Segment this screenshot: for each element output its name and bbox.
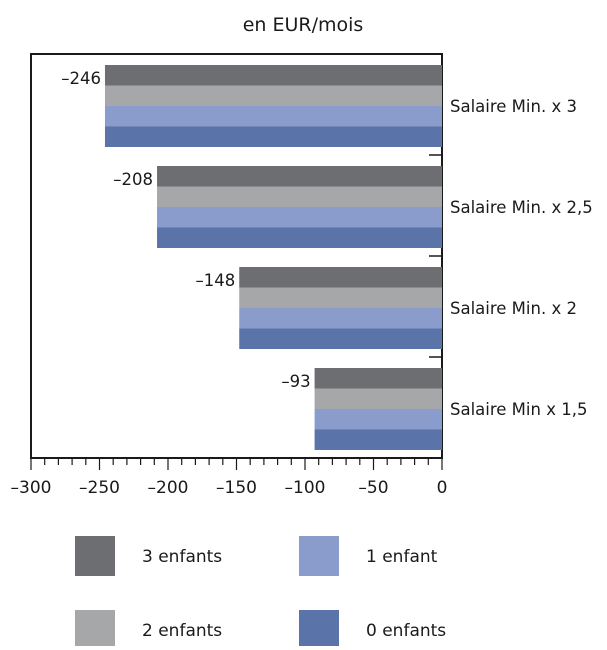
category-label: Salaire Min. x 2,5 xyxy=(450,198,593,217)
bar-1-0 xyxy=(104,85,442,106)
legend-swatch xyxy=(299,536,339,576)
bar-1-3 xyxy=(314,388,442,409)
x-tick-label: –100 xyxy=(285,478,326,498)
bar-3-1 xyxy=(157,227,443,248)
bar-2-0 xyxy=(104,106,442,127)
x-tick-label: –250 xyxy=(79,478,120,498)
legend-label: 2 enfants xyxy=(142,621,222,641)
bar-3-2 xyxy=(239,328,442,349)
x-axis: –300 –250 –200 –150 –100 –50 0 xyxy=(11,154,448,498)
bar-3-3 xyxy=(314,429,442,450)
bar-0-2 xyxy=(239,267,442,288)
x-tick-label: 0 xyxy=(437,478,448,498)
bar-0-0 xyxy=(104,65,442,86)
bar-2-3 xyxy=(314,409,442,430)
category-label: Salaire Min x 1,5 xyxy=(450,400,587,419)
data-label: –148 xyxy=(195,271,235,290)
legend-swatch xyxy=(75,610,115,650)
bar-3-0 xyxy=(104,126,442,147)
data-label: –246 xyxy=(61,69,101,88)
legend-swatch xyxy=(299,610,339,650)
legend-label: 3 enfants xyxy=(142,547,222,567)
plot-area xyxy=(30,53,443,459)
bar-0-1 xyxy=(157,166,443,187)
bar-2-1 xyxy=(157,207,443,228)
bar-1-1 xyxy=(157,186,443,207)
chart-title: en EUR/mois xyxy=(243,14,364,36)
bar-2-2 xyxy=(239,308,442,329)
legend-label: 1 enfant xyxy=(366,547,438,567)
legend: 3 enfants 1 enfant 2 enfants 0 enfants xyxy=(75,536,446,650)
category-label: Salaire Min. x 3 xyxy=(450,97,577,116)
legend-swatch xyxy=(75,536,115,576)
x-tick-label: –300 xyxy=(11,478,52,498)
legend-label: 0 enfants xyxy=(366,621,446,641)
bar-1-2 xyxy=(239,287,442,308)
x-tick-label: –150 xyxy=(216,478,257,498)
data-label: –208 xyxy=(113,170,153,189)
category-label: Salaire Min. x 2 xyxy=(450,299,577,318)
labels: Salaire Min. x 3 –246 Salaire Min. x 2,5 –2… xyxy=(61,69,592,419)
x-tick-label: –50 xyxy=(358,478,388,498)
bar-0-3 xyxy=(314,368,442,389)
x-tick-label: –200 xyxy=(148,478,189,498)
data-label: –93 xyxy=(281,372,310,391)
